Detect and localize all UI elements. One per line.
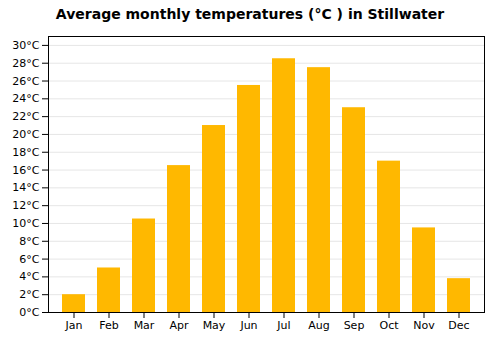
svg-text:0°C: 0°C	[19, 306, 39, 319]
svg-text:Aug: Aug	[308, 319, 329, 332]
svg-text:28°C: 28°C	[12, 57, 39, 70]
svg-text:Jul: Jul	[276, 319, 290, 332]
svg-text:12°C: 12°C	[12, 199, 39, 212]
svg-text:Mar: Mar	[134, 319, 155, 332]
svg-text:Jan: Jan	[65, 319, 83, 332]
svg-text:8°C: 8°C	[19, 235, 39, 248]
svg-text:18°C: 18°C	[12, 146, 39, 159]
svg-text:Nov: Nov	[413, 319, 435, 332]
svg-text:22°C: 22°C	[12, 110, 39, 123]
svg-text:2°C: 2°C	[19, 288, 39, 301]
svg-text:Apr: Apr	[169, 319, 189, 332]
svg-text:4°C: 4°C	[19, 270, 39, 283]
svg-text:Dec: Dec	[448, 319, 469, 332]
svg-text:16°C: 16°C	[12, 164, 39, 177]
svg-text:Oct: Oct	[379, 319, 399, 332]
svg-text:14°C: 14°C	[12, 181, 39, 194]
svg-text:Sep: Sep	[344, 319, 365, 332]
svg-text:24°C: 24°C	[12, 92, 39, 105]
svg-text:10°C: 10°C	[12, 217, 39, 230]
svg-text:20°C: 20°C	[12, 128, 39, 141]
svg-text:Jun: Jun	[239, 319, 257, 332]
svg-text:30°C: 30°C	[12, 39, 39, 52]
svg-text:26°C: 26°C	[12, 75, 39, 88]
html-text:Average monthly temperatures (: Average monthly temperatures (°C ) in St…	[55, 6, 445, 22]
svg-text:Feb: Feb	[99, 319, 118, 332]
svg-text:6°C: 6°C	[19, 253, 39, 266]
svg-text:May: May	[203, 319, 226, 332]
